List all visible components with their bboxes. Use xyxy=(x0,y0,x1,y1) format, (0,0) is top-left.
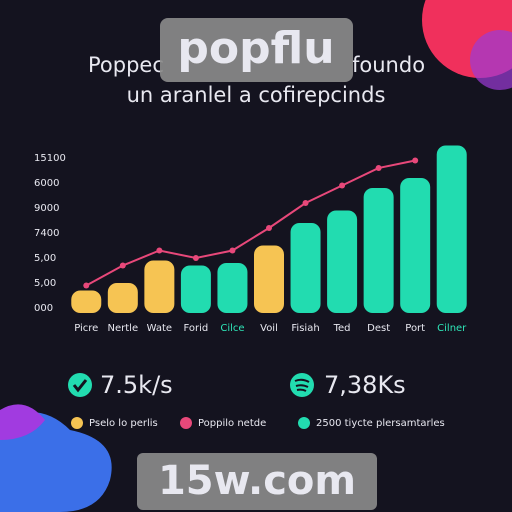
bar xyxy=(436,145,467,313)
watermark-box xyxy=(137,453,377,510)
line-point xyxy=(156,247,163,254)
y-tick-label: 000 xyxy=(34,303,53,314)
x-tick-label: Wate xyxy=(147,323,172,334)
x-tick-label: Cilner xyxy=(437,323,467,334)
x-tick-label: Forid xyxy=(184,323,209,334)
watermark: popflu xyxy=(177,23,334,74)
title: foundo xyxy=(352,53,425,77)
bar xyxy=(254,245,284,313)
y-tick-label: 5,00 xyxy=(34,253,56,264)
bar xyxy=(107,283,138,313)
check-icon xyxy=(68,373,92,397)
x-tick-label: Dest xyxy=(367,323,390,334)
bar xyxy=(180,265,211,313)
legend-swatch xyxy=(180,417,192,429)
line-point xyxy=(119,262,126,269)
subtitle: un aranlel a cofirepcinds xyxy=(127,83,386,107)
line-point xyxy=(266,225,272,231)
watermark: 15w.com xyxy=(158,458,356,504)
y-tick-label: 5,00 xyxy=(34,278,56,289)
bar xyxy=(290,223,321,313)
legend-swatch xyxy=(298,417,310,429)
legend-label: Pselo lo perlis xyxy=(89,418,158,429)
x-tick-label: Picre xyxy=(74,323,98,334)
y-tick-label: 6000 xyxy=(34,178,59,189)
x-tick-label: Nertle xyxy=(108,323,139,334)
x-tick-label: Fisiah xyxy=(291,323,319,334)
bar xyxy=(217,263,248,313)
stat: 7.5k/s xyxy=(100,371,173,399)
plot: 000 5,00 5,00 7400 9000 6000 15100 Picre Nertle W… xyxy=(34,145,467,334)
y-tick-label: 9000 xyxy=(34,203,59,214)
legend-label: Poppilo netde xyxy=(198,418,266,429)
title: Poppec xyxy=(88,53,164,77)
line-point xyxy=(375,165,382,171)
y-tick-label: 15100 xyxy=(34,153,66,164)
deco-blob xyxy=(0,412,112,512)
check-icon xyxy=(72,379,88,393)
bar xyxy=(71,290,102,313)
line-point xyxy=(229,247,236,254)
line-point xyxy=(302,200,309,206)
stat-icon xyxy=(294,378,310,392)
deco-blob xyxy=(470,30,512,90)
legend-swatch xyxy=(71,417,83,429)
deco-blob xyxy=(0,404,45,440)
line-point xyxy=(83,282,90,289)
legend: Pselo lo perlis Poppilo netde 2500 tiycte … xyxy=(71,417,445,429)
x-tick-label: Voil xyxy=(260,323,278,334)
watermark-box xyxy=(160,18,353,82)
bar xyxy=(327,210,358,313)
legend-label: 2500 tiycte plersamtarles xyxy=(316,418,445,429)
stat: 7,38Ks xyxy=(324,371,406,399)
line-point xyxy=(339,182,346,189)
bar xyxy=(144,260,175,313)
bar xyxy=(363,188,394,313)
line xyxy=(85,159,416,287)
x-tick-label: Cilce xyxy=(220,323,244,334)
line-point xyxy=(192,255,199,261)
x-tick-label: Port xyxy=(405,323,425,334)
y-tick-label: 7400 xyxy=(34,228,59,239)
x-tick-label: Ted xyxy=(333,323,351,334)
bar xyxy=(400,178,431,313)
line-point xyxy=(412,157,419,164)
